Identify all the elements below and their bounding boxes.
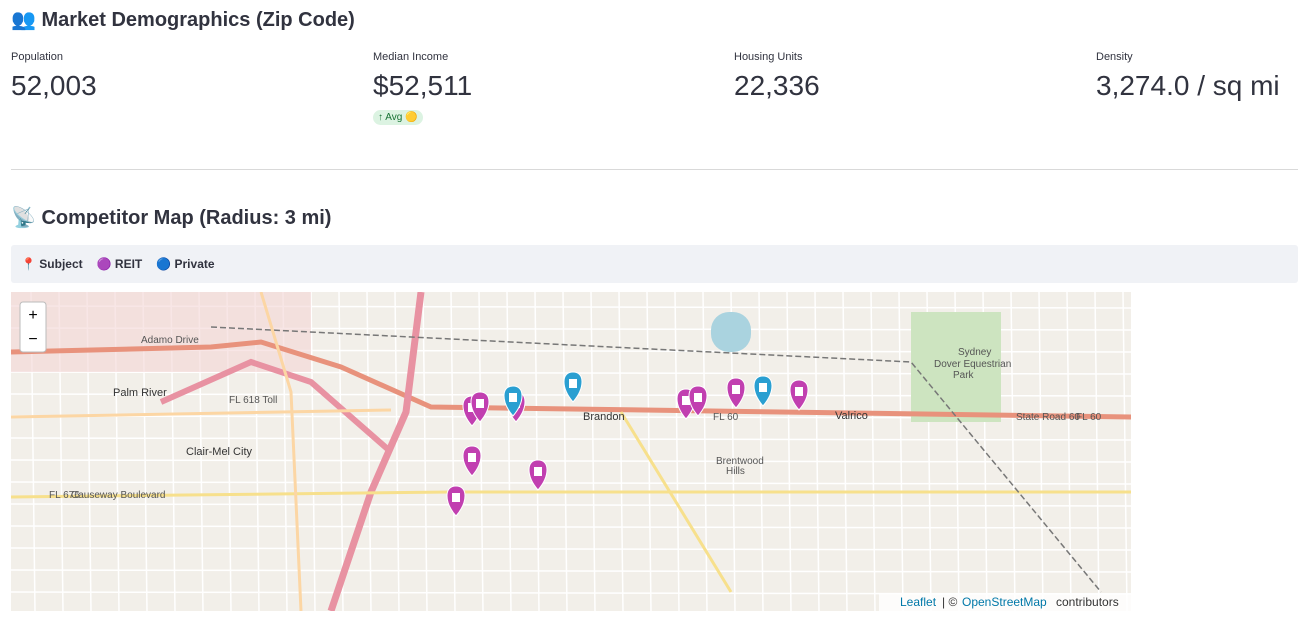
marker-icon [694,393,702,402]
attribution: | © [942,595,957,609]
metric-label: Housing Units [734,51,803,63]
marker-icon [476,399,484,408]
street [534,292,540,611]
metric-value: $52,511 [373,70,473,101]
metric-value: 22,336 [734,70,820,101]
zoom-out[interactable]: − [28,331,37,348]
street [870,292,876,611]
street [422,292,428,611]
street [786,292,792,611]
map[interactable]: Palm River Clair-Mel City Brandon Valrico Sy… [11,292,1131,611]
divider [11,169,1298,170]
street [702,292,708,611]
street [590,292,596,611]
street [1010,292,1016,611]
street [814,292,820,611]
marker-icon [534,467,542,476]
marker-icon [468,453,476,462]
street [11,569,1131,573]
marker-icon [682,396,690,405]
street [506,292,512,611]
map-label: FL 60 [1076,412,1102,423]
attribution: contributors [1056,595,1119,609]
map-label: FL 60 [713,412,739,423]
map-label: Clair-Mel City [186,446,253,458]
metric-label: Population [11,51,63,63]
street [11,547,1131,551]
metric-value: 3,274.0 / sq mi [1096,70,1280,101]
metric-label: Median Income [373,51,449,63]
street [450,292,456,611]
street [1038,292,1044,611]
map-label: Sydney [958,347,991,358]
map-label: Brandon [583,411,625,423]
map-label: State Road 60 [1016,412,1080,423]
map-label: Dover Equestrian [934,359,1011,370]
section-title: 👥 Market Demographics (Zip Code) [11,9,355,31]
street [758,292,764,611]
legend-item: 🟣 REIT [96,257,143,271]
street [394,292,400,611]
metric-label: Density [1096,51,1133,63]
legend: 📍 Subject 🟣 REIT 🔵 Private [11,245,1298,283]
street [11,503,1131,507]
marker-icon [732,385,740,394]
street [842,292,848,611]
marker-icon [452,493,460,502]
street [11,437,1131,441]
street [1066,292,1072,611]
map-label: Park [953,370,975,381]
street [366,292,372,611]
marker-icon [509,393,517,402]
street [618,292,624,611]
street [478,292,484,611]
map-label: FL 676 [49,490,80,501]
street [1122,292,1128,611]
street [11,481,1131,485]
map-label: Causeway Boulevard [71,490,166,501]
legend-item: 🔵 Private [156,257,215,271]
metric-value: 52,003 [11,70,97,101]
attribution: OpenStreetMap [962,595,1047,609]
zoom-in[interactable]: + [28,307,37,324]
street [646,292,652,611]
street [674,292,680,611]
map-label: Hills [726,466,745,477]
marker-icon [759,383,767,392]
map-label: Palm River [113,387,167,399]
map-label: Adamo Drive [141,335,199,346]
metric-delta: ↑ Avg 🟡 [373,110,423,125]
street [11,459,1131,463]
street [1094,292,1100,611]
street [11,525,1131,529]
marker-icon [569,379,577,388]
street [310,292,316,611]
map-label: Valrico [835,410,868,422]
section-title: 📡 Competitor Map (Radius: 3 mi) [11,207,332,229]
marker-icon [795,387,803,396]
legend-item: 📍 Subject [21,257,83,271]
street [898,292,904,611]
map-label: FL 618 Toll [229,395,277,406]
street [338,292,344,611]
attribution: Leaflet [900,595,937,609]
map-label: Brentwood [716,456,764,467]
